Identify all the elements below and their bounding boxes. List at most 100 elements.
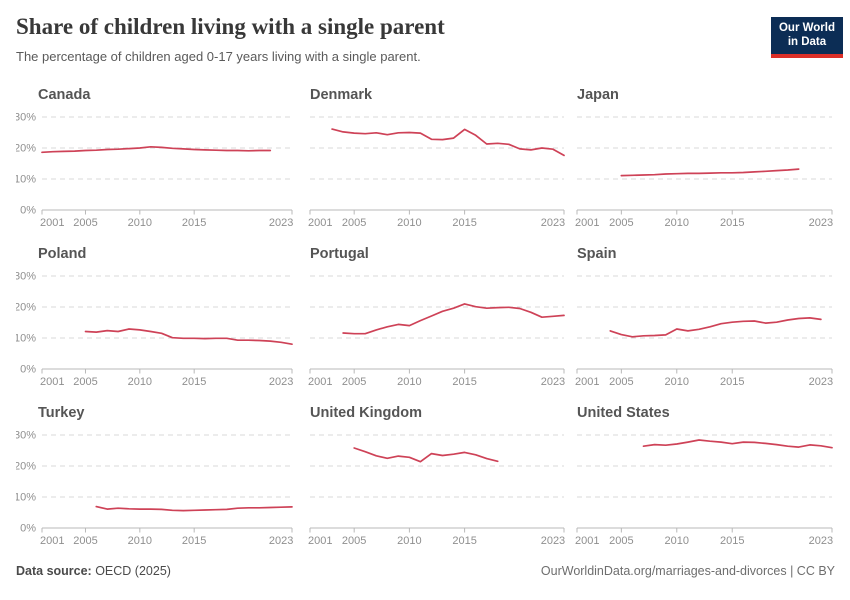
x-tick-label: 2010 [128,376,152,388]
chart-title: Turkey [38,405,85,421]
y-tick-label: 10% [16,174,36,186]
x-tick-label: 2005 [609,535,633,547]
data-line [642,439,833,449]
x-tick-label: 2005 [73,376,97,388]
x-tick-label: 2010 [397,376,421,388]
x-tick-label: 2005 [73,217,97,229]
x-tick-label: 2005 [342,535,366,547]
owid-logo: Our World in Data [770,17,843,58]
chart-title: Portugal [310,246,369,262]
x-tick-label: 2010 [665,217,689,229]
x-tick-label: 2001 [575,535,599,547]
chart-canvas-denmark[interactable]: 2001 2005 2010 2015 2023 [300,104,567,236]
chart-canvas-canada[interactable]: 0% 10% 20% 30% 2001 2005 2010 2015 2023 [16,104,300,236]
y-tick-label: 20% [16,302,36,314]
x-tick-label: 2010 [665,376,689,388]
chart-title: Poland [38,246,87,262]
data-source-note: Data source: OECD (2025) [16,564,171,578]
x-tick-label: 2001 [575,376,599,388]
x-tick-label: 2023 [269,535,293,547]
y-tick-label: 30% [16,112,36,124]
chart-title: United Kingdom [310,405,422,421]
data-line [95,505,293,512]
chart-panel-united-states: United States 2001 2005 2010 2015 2023 [567,400,835,559]
y-tick-label: 30% [16,430,36,442]
chart-title: Spain [577,246,617,262]
chart-panel-united-kingdom: United Kingdom 2001 2005 2010 2015 2023 [300,400,567,559]
x-tick-label: 2023 [809,535,833,547]
data-line [331,128,565,157]
y-tick-label: 0% [20,523,36,535]
x-tick-label: 2001 [40,217,64,229]
data-source-label: Data source: [16,564,92,578]
chart-panel-canada: Canada 0% 10% 20% 30% 2001 2005 2010 2015 2023 [16,82,300,241]
y-tick-label: 30% [16,271,36,283]
x-tick-label: 2015 [182,535,206,547]
chart-title: United States [577,405,670,421]
y-tick-label: 0% [20,205,36,217]
chart-canvas-spain[interactable]: 2001 2005 2010 2015 2023 [567,263,835,395]
chart-panel-japan: Japan 2001 2005 2010 2015 2023 [567,82,835,241]
x-tick-label: 2015 [720,535,744,547]
x-tick-label: 2023 [541,376,565,388]
x-tick-label: 2023 [809,217,833,229]
x-tick-label: 2010 [665,535,689,547]
x-tick-label: 2015 [452,217,476,229]
owid-logo-line2: in Data [787,35,827,48]
x-tick-label: 2023 [541,217,565,229]
chart-panel-denmark: Denmark 2001 2005 2010 2015 2023 [300,82,567,241]
x-tick-label: 2015 [720,376,744,388]
x-tick-label: 2001 [308,217,332,229]
y-tick-label: 20% [16,461,36,473]
x-tick-label: 2015 [452,376,476,388]
x-tick-label: 2001 [308,376,332,388]
chart-canvas-japan[interactable]: 2001 2005 2010 2015 2023 [567,104,835,236]
chart-panel-turkey: Turkey 0% 10% 20% 30% 2001 2005 2010 2015 2023 [16,400,300,559]
data-line [609,317,822,338]
small-multiples-grid: Canada 0% 10% 20% 30% 2001 2005 2010 2015 2023 Den… [16,82,835,559]
y-tick-label: 20% [16,143,36,155]
chart-panel-portugal: Portugal 2001 2005 2010 2015 2023 [300,241,567,400]
chart-footer: Data source: OECD (2025) OurWorldinData.… [16,564,835,578]
chart-panel-poland: Poland 0% 10% 20% 30% 2001 2005 2010 2015 2023 [16,241,300,400]
chart-title: Japan [577,87,619,103]
chart-canvas-portugal[interactable]: 2001 2005 2010 2015 2023 [300,263,567,395]
y-tick-label: 10% [16,492,36,504]
data-line [342,303,565,335]
chart-canvas-poland[interactable]: 0% 10% 20% 30% 2001 2005 2010 2015 2023 [16,263,300,395]
data-source-value: OECD (2025) [91,564,171,578]
data-line [41,145,272,154]
chart-canvas-turkey[interactable]: 0% 10% 20% 30% 2001 2005 2010 2015 2023 [16,422,300,554]
page-subtitle: The percentage of children aged 0-17 yea… [16,49,421,65]
data-line [620,168,800,177]
x-tick-label: 2010 [397,535,421,547]
y-tick-label: 0% [20,364,36,376]
owid-logo-line1: Our World [778,22,835,34]
x-tick-label: 2023 [269,376,293,388]
owid-url-link[interactable]: OurWorldinData.org/marriages-and-divorce… [540,564,835,578]
x-tick-label: 2010 [397,217,421,229]
x-tick-label: 2015 [182,376,206,388]
chart-title: Canada [38,87,91,103]
x-tick-label: 2005 [73,535,97,547]
x-tick-label: 2005 [609,376,633,388]
x-tick-label: 2015 [182,217,206,229]
x-tick-label: 2005 [342,217,366,229]
x-tick-label: 2010 [128,535,152,547]
x-tick-label: 2023 [541,535,565,547]
x-tick-label: 2015 [452,535,476,547]
x-tick-label: 2005 [342,376,366,388]
x-tick-label: 2001 [575,217,599,229]
chart-canvas-united-kingdom[interactable]: 2001 2005 2010 2015 2023 [300,422,567,554]
x-tick-label: 2015 [720,217,744,229]
x-tick-label: 2023 [809,376,833,388]
chart-header: Share of children living with a single p… [16,14,760,65]
page-title: Share of children living with a single p… [16,14,445,39]
chart-canvas-united-states[interactable]: 2001 2005 2010 2015 2023 [567,422,835,554]
x-tick-label: 2005 [609,217,633,229]
y-tick-label: 10% [16,333,36,345]
x-tick-label: 2001 [40,535,64,547]
data-line [353,447,499,463]
x-tick-label: 2010 [128,217,152,229]
